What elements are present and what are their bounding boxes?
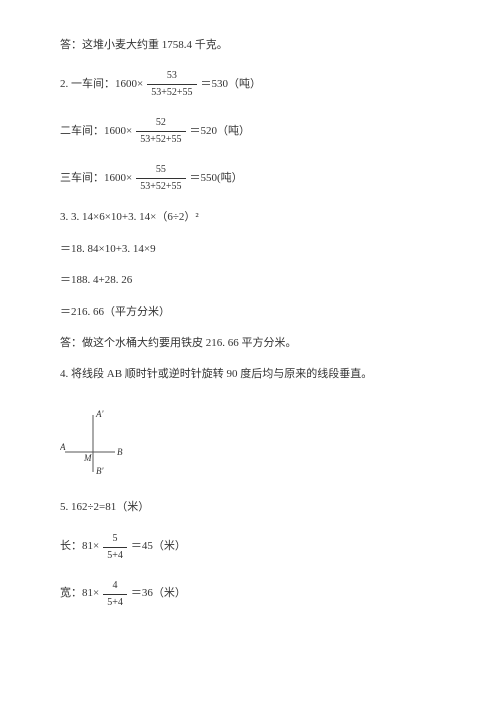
text: 答：做这个水桶大约要用铁皮 216. 66 平方分米。 [60,336,297,351]
numerator: 4 [109,579,122,594]
problem-2-workshop-3: 三车间：1600× 55 53+52+55 ＝550(吨） [60,163,440,194]
fraction: 5 5+4 [103,532,127,563]
suffix: ＝520（吨） [190,124,251,139]
problem-3-step-1: 3. 3. 14×6×10+3. 14×（6÷2）² [60,210,440,225]
text: ＝188. 4+28. 26 [60,273,132,288]
label-b: B [117,447,123,457]
label-m: M [83,453,92,463]
fraction: 53 53+52+55 [147,69,196,100]
label-a-prime: A' [95,409,104,419]
text: 4. 将线段 AB 顺时针或逆时针旋转 90 度后均与原来的线段垂直。 [60,367,372,382]
prefix: 宽：81× [60,586,99,601]
prefix: 二车间：1600× [60,124,132,139]
text: 5. 162÷2=81（米） [60,500,149,515]
rotation-diagram: A' A M B B' [60,407,140,477]
label-a: A [60,442,66,452]
problem-3-step-2: ＝18. 84×10+3. 14×9 [60,242,440,257]
fraction: 55 53+52+55 [136,163,185,194]
problem-5-length: 长：81× 5 5+4 ＝45（米） [60,532,440,563]
denominator: 53+52+55 [147,84,196,100]
problem-3-step-4: ＝216. 66（平方分米） [60,305,440,320]
text: ＝216. 66（平方分米） [60,305,170,320]
prefix: 三车间：1600× [60,171,132,186]
numerator: 53 [163,69,181,84]
denominator: 5+4 [103,547,127,563]
problem-2-workshop-2: 二车间：1600× 52 53+52+55 ＝520（吨） [60,116,440,147]
suffix: ＝530（吨） [201,77,262,92]
fraction: 4 5+4 [103,579,127,610]
answer-line-1: 答：这堆小麦大约重 1758.4 千克。 [60,38,440,53]
suffix: ＝550(吨） [190,171,243,186]
numerator: 5 [109,532,122,547]
text: 答：这堆小麦大约重 1758.4 千克。 [60,38,228,53]
denominator: 53+52+55 [136,178,185,194]
problem-5-step-1: 5. 162÷2=81（米） [60,500,440,515]
text: 3. 3. 14×6×10+3. 14×（6÷2）² [60,210,199,225]
problem-5-width: 宽：81× 4 5+4 ＝36（米） [60,579,440,610]
prefix: 长：81× [60,539,99,554]
denominator: 5+4 [103,594,127,610]
numerator: 52 [152,116,170,131]
problem-4-statement: 4. 将线段 AB 顺时针或逆时针旋转 90 度后均与原来的线段垂直。 [60,367,440,382]
numerator: 55 [152,163,170,178]
prefix: 2. 一车间：1600× [60,77,143,92]
suffix: ＝36（米） [131,586,186,601]
problem-3-answer: 答：做这个水桶大约要用铁皮 216. 66 平方分米。 [60,336,440,351]
suffix: ＝45（米） [131,539,186,554]
label-b-prime: B' [96,466,104,476]
fraction: 52 53+52+55 [136,116,185,147]
denominator: 53+52+55 [136,131,185,147]
problem-2-workshop-1: 2. 一车间：1600× 53 53+52+55 ＝530（吨） [60,69,440,100]
text: ＝18. 84×10+3. 14×9 [60,242,156,257]
problem-3-step-3: ＝188. 4+28. 26 [60,273,440,288]
